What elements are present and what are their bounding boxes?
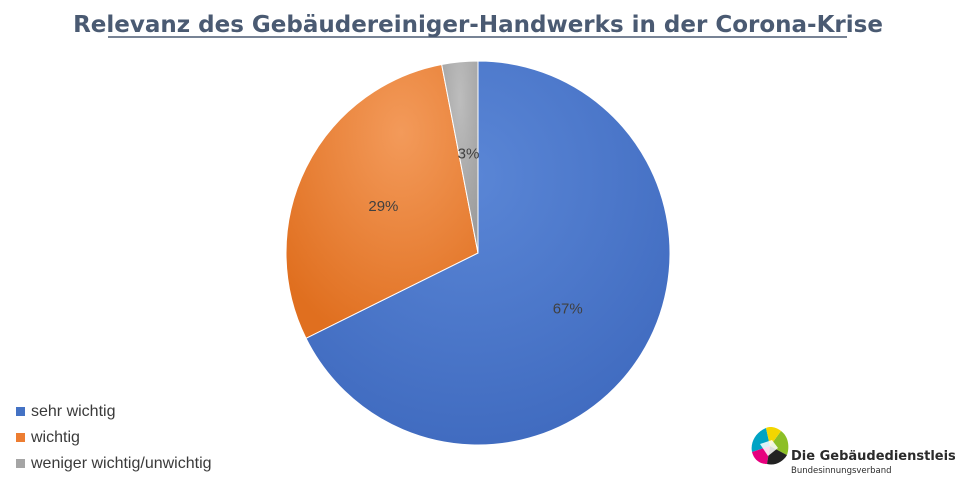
logo-name: Die Gebäudedienstleister bbox=[791, 449, 955, 464]
pie-slice-labels: 67% 29% 3% bbox=[368, 146, 582, 318]
pie-slice-sehr-wichtig bbox=[305, 60, 671, 446]
logo-subtitle: Bundesinnungsverband bbox=[791, 466, 892, 476]
logo-emblem-icon bbox=[751, 427, 789, 465]
slice-label-wichtig: 29% bbox=[368, 198, 398, 215]
brand-logo: Die Gebäudedienstleister Bundesinnungsve… bbox=[751, 427, 955, 476]
pie-slice-weniger-wichtig-unwichtig bbox=[441, 60, 479, 254]
pie-slice-wichtig bbox=[285, 63, 479, 339]
chart-title: Relevanz des Gebäudereiniger-Handwerks i… bbox=[73, 12, 883, 38]
legend: sehr wichtig wichtig weniger wichtig/unwic… bbox=[16, 403, 212, 472]
legend-label-sehr-wichtig: sehr wichtig bbox=[31, 403, 115, 420]
legend-label-wichtig: wichtig bbox=[30, 429, 80, 446]
legend-swatch-wichtig bbox=[16, 433, 25, 442]
slice-label-weniger-wichtig-unwichtig: 3% bbox=[458, 146, 480, 163]
legend-label-weniger-wichtig-unwichtig: weniger wichtig/unwichtig bbox=[30, 455, 212, 472]
legend-swatch-sehr-wichtig bbox=[16, 407, 25, 416]
slice-label-sehr-wichtig: 67% bbox=[553, 301, 583, 318]
pie-slices bbox=[285, 60, 671, 446]
legend-swatch-weniger-wichtig-unwichtig bbox=[16, 459, 25, 468]
